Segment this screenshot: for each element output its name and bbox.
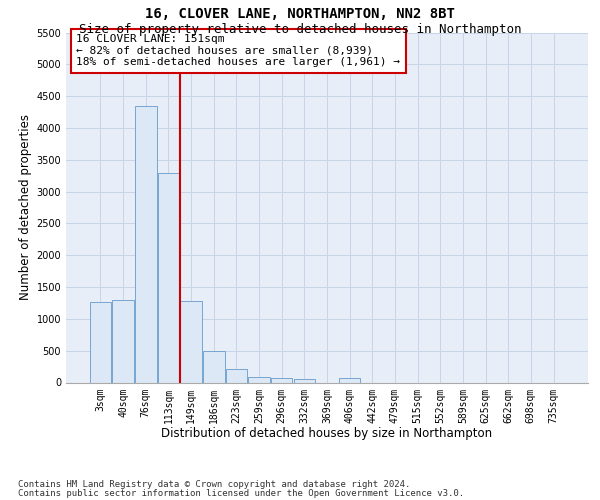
Text: 16, CLOVER LANE, NORTHAMPTON, NN2 8BT: 16, CLOVER LANE, NORTHAMPTON, NN2 8BT (145, 8, 455, 22)
Y-axis label: Number of detached properties: Number of detached properties (19, 114, 32, 300)
Bar (90, 302, 111, 382)
Text: 16 CLOVER LANE: 151sqm
← 82% of detached houses are smaller (8,939)
18% of semi-: 16 CLOVER LANE: 151sqm ← 82% of detached… (76, 34, 400, 68)
Text: Contains public sector information licensed under the Open Government Licence v3: Contains public sector information licen… (18, 488, 464, 498)
Bar (339, 378, 361, 382)
Bar (271, 378, 292, 382)
Bar (135, 106, 157, 382)
Bar (248, 377, 270, 382)
Bar (293, 378, 315, 382)
Text: Size of property relative to detached houses in Northampton: Size of property relative to detached ho… (79, 22, 521, 36)
Text: Contains HM Land Registry data © Crown copyright and database right 2024.: Contains HM Land Registry data © Crown c… (18, 480, 410, 489)
Bar (203, 352, 224, 382)
Bar (226, 368, 247, 382)
Bar (158, 172, 179, 382)
X-axis label: Distribution of detached houses by size in Northampton: Distribution of detached houses by size … (161, 427, 493, 440)
Bar (181, 302, 202, 382)
Bar (112, 300, 134, 382)
